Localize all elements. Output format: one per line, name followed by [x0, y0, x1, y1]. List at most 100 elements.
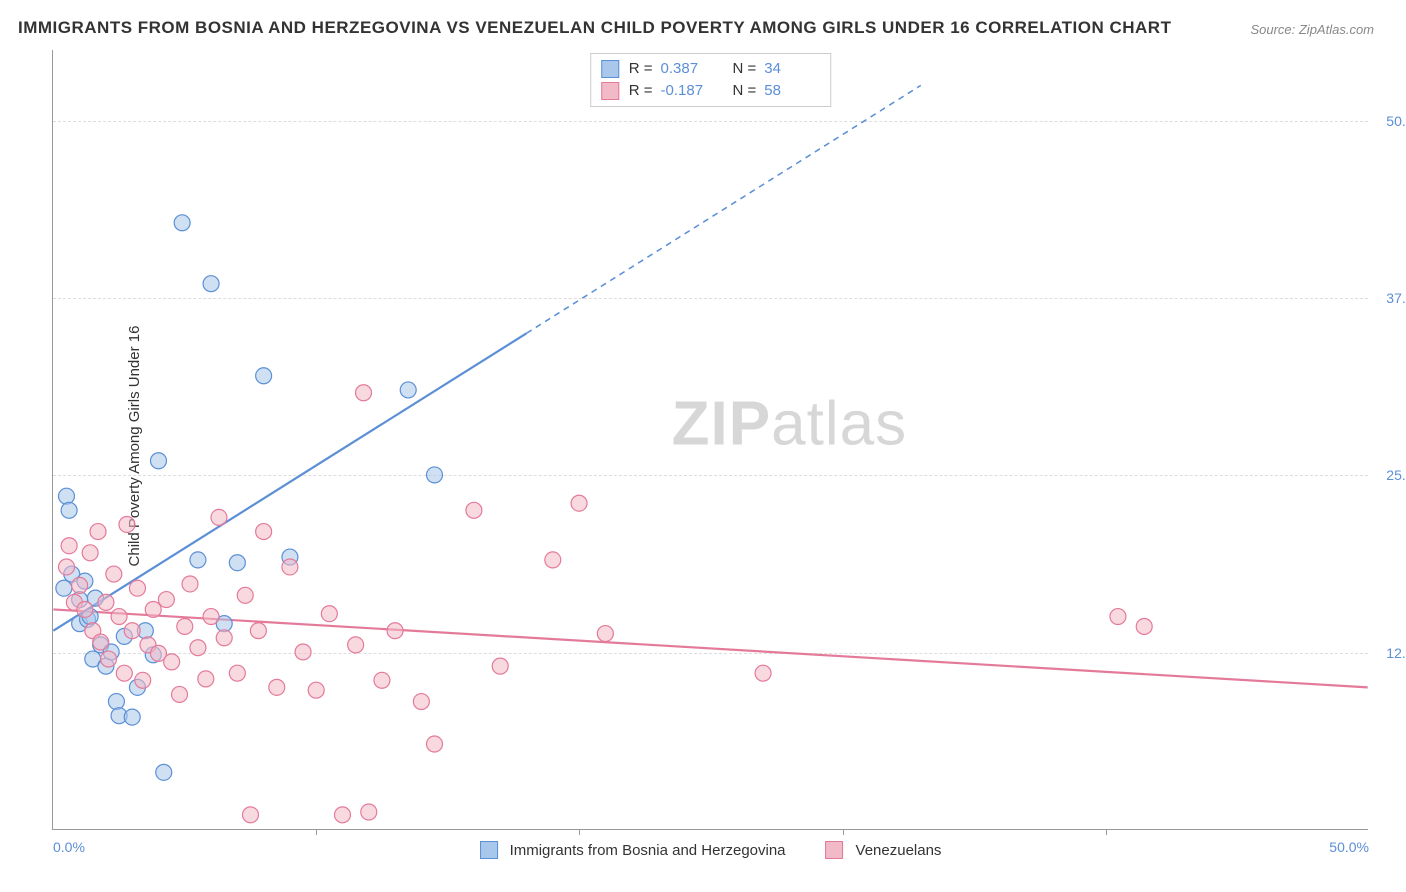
scatter-point [256, 368, 272, 384]
scatter-point [150, 453, 166, 469]
scatter-point [58, 488, 74, 504]
legend-label-pink: Venezuelans [856, 842, 942, 859]
scatter-point [545, 552, 561, 568]
legend-r-label: R = [629, 58, 653, 80]
legend-n-label: N = [733, 58, 757, 80]
scatter-point [1136, 618, 1152, 634]
legend-bottom: Immigrants from Bosnia and Herzegovina V… [480, 841, 942, 859]
scatter-point [190, 552, 206, 568]
scatter-point [356, 385, 372, 401]
scatter-point [77, 601, 93, 617]
scatter-point [216, 630, 232, 646]
trendline [53, 609, 1367, 687]
legend-n-label: N = [733, 80, 757, 102]
scatter-point [308, 682, 324, 698]
scatter-point [174, 215, 190, 231]
legend-r-blue: 0.387 [661, 58, 717, 80]
swatch-pink-icon [601, 82, 619, 100]
scatter-point [229, 555, 245, 571]
scatter-point [190, 640, 206, 656]
legend-n-blue: 34 [764, 58, 820, 80]
scatter-point [82, 545, 98, 561]
scatter-point [243, 807, 259, 823]
swatch-pink-icon [826, 841, 844, 859]
scatter-svg [53, 50, 1368, 829]
scatter-point [98, 594, 114, 610]
scatter-point [124, 623, 140, 639]
scatter-point [427, 467, 443, 483]
scatter-point [466, 502, 482, 518]
scatter-point [177, 618, 193, 634]
scatter-point [124, 709, 140, 725]
legend-stats: R = 0.387 N = 34 R = -0.187 N = 58 [590, 53, 832, 107]
xtick-mark [316, 829, 317, 835]
scatter-point [164, 654, 180, 670]
scatter-point [413, 694, 429, 710]
chart-title: IMMIGRANTS FROM BOSNIA AND HERZEGOVINA V… [18, 18, 1171, 38]
legend-row-blue: R = 0.387 N = 34 [601, 58, 821, 80]
scatter-point [61, 502, 77, 518]
scatter-point [182, 576, 198, 592]
scatter-point [158, 592, 174, 608]
legend-r-pink: -0.187 [661, 80, 717, 102]
scatter-point [93, 634, 109, 650]
source-label: Source: ZipAtlas.com [1250, 22, 1374, 37]
scatter-point [1110, 609, 1126, 625]
legend-r-label: R = [629, 80, 653, 102]
scatter-point [156, 764, 172, 780]
xtick-mark [1106, 829, 1107, 835]
scatter-point [269, 679, 285, 695]
scatter-point [116, 665, 132, 681]
legend-item-pink: Venezuelans [826, 841, 942, 859]
xtick-mark [579, 829, 580, 835]
scatter-point [203, 609, 219, 625]
scatter-point [211, 509, 227, 525]
scatter-point [129, 580, 145, 596]
plot-area: ZIPatlas R = 0.387 N = 34 R = -0.187 N =… [52, 50, 1368, 830]
scatter-point [374, 672, 390, 688]
scatter-point [58, 559, 74, 575]
legend-row-pink: R = -0.187 N = 58 [601, 80, 821, 102]
scatter-point [111, 609, 127, 625]
legend-label-blue: Immigrants from Bosnia and Herzegovina [510, 842, 786, 859]
legend-item-blue: Immigrants from Bosnia and Herzegovina [480, 841, 786, 859]
scatter-point [119, 516, 135, 532]
scatter-point [361, 804, 377, 820]
scatter-point [90, 524, 106, 540]
xtick-label: 0.0% [53, 839, 85, 855]
scatter-point [387, 623, 403, 639]
scatter-point [172, 686, 188, 702]
scatter-point [755, 665, 771, 681]
scatter-point [229, 665, 245, 681]
scatter-point [571, 495, 587, 511]
scatter-point [145, 601, 161, 617]
scatter-point [106, 566, 122, 582]
scatter-point [348, 637, 364, 653]
scatter-point [427, 736, 443, 752]
swatch-blue-icon [480, 841, 498, 859]
ytick-label: 12.5% [1376, 645, 1406, 661]
scatter-point [400, 382, 416, 398]
scatter-point [282, 559, 298, 575]
ytick-label: 50.0% [1376, 113, 1406, 129]
ytick-label: 25.0% [1376, 467, 1406, 483]
scatter-point [295, 644, 311, 660]
scatter-point [335, 807, 351, 823]
scatter-point [250, 623, 266, 639]
scatter-point [256, 524, 272, 540]
scatter-point [72, 577, 88, 593]
legend-n-pink: 58 [764, 80, 820, 102]
trendline [53, 333, 526, 630]
scatter-point [492, 658, 508, 674]
scatter-point [61, 538, 77, 554]
scatter-point [597, 626, 613, 642]
scatter-point [203, 276, 219, 292]
scatter-point [198, 671, 214, 687]
scatter-point [108, 694, 124, 710]
scatter-point [56, 580, 72, 596]
swatch-blue-icon [601, 60, 619, 78]
scatter-point [135, 672, 151, 688]
scatter-point [237, 587, 253, 603]
xtick-label: 50.0% [1329, 839, 1369, 855]
trendline-dashed [526, 85, 920, 333]
